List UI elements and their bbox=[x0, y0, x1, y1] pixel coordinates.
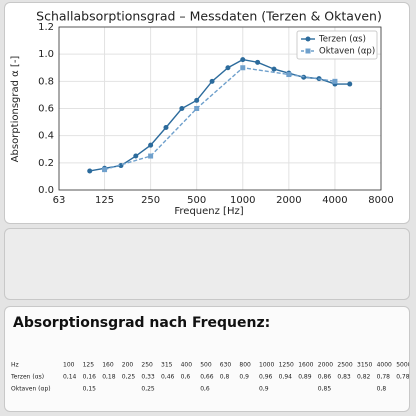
table-cell: 0,66 bbox=[200, 374, 214, 381]
x-axis-label: Frequenz [Hz] bbox=[174, 206, 243, 217]
marker bbox=[179, 106, 185, 111]
table-cell: 0,78 bbox=[377, 374, 391, 381]
marker bbox=[225, 65, 231, 71]
x-tick-label: 2000 bbox=[276, 195, 301, 206]
empty-panel bbox=[4, 228, 410, 300]
table-header-cell: 500 bbox=[200, 362, 212, 369]
legend-label: Terzen (αs) bbox=[318, 35, 366, 45]
y-tick-label: 0.0 bbox=[38, 185, 54, 196]
table-cell: 0,18 bbox=[102, 374, 116, 381]
table-header-cell: Hz bbox=[11, 362, 19, 369]
table-cell: 0,9 bbox=[239, 374, 249, 381]
table-header-cell: 100 bbox=[63, 362, 75, 369]
table-cell: 0,15 bbox=[83, 386, 97, 393]
table-cell: 0,86 bbox=[318, 374, 332, 381]
table-cell: 0,25 bbox=[122, 374, 136, 381]
table-title: Absorptionsgrad nach Frequenz: bbox=[13, 315, 271, 331]
x-tick-label: 125 bbox=[95, 195, 114, 206]
table-cell: 0,83 bbox=[337, 374, 351, 381]
chart-title: Schallabsorptionsgrad – Messdaten (Terze… bbox=[36, 9, 382, 24]
marker bbox=[102, 167, 108, 173]
table-cell: 0,46 bbox=[161, 374, 175, 381]
marker bbox=[240, 57, 246, 63]
table-header-cell: 4000 bbox=[377, 362, 392, 369]
table-cell: 0,14 bbox=[63, 374, 77, 381]
table-cell: 0,96 bbox=[259, 374, 273, 381]
legend-marker bbox=[305, 48, 311, 54]
table-cell: 0,8 bbox=[377, 386, 387, 393]
x-tick-label: 4000 bbox=[322, 195, 347, 206]
x-tick-label: 250 bbox=[141, 195, 160, 206]
table-cell: Oktaven (αp) bbox=[11, 386, 51, 393]
table-header-cell: 160 bbox=[102, 362, 114, 369]
table-cell: 0,89 bbox=[298, 374, 312, 381]
chart-card: Schallabsorptionsgrad – Messdaten (Terze… bbox=[4, 2, 410, 224]
table: Hz 100 125 160 200 250 315 400 500 630 800 1000 1250… bbox=[10, 362, 409, 393]
marker bbox=[133, 153, 139, 159]
y-tick-label: 0.6 bbox=[38, 104, 54, 115]
marker bbox=[87, 168, 93, 174]
table-header-cell: 200 bbox=[122, 362, 134, 369]
y-tick-label: 0.4 bbox=[38, 131, 54, 142]
chart: Schallabsorptionsgrad – Messdaten (Terze… bbox=[10, 9, 394, 218]
marker bbox=[347, 81, 353, 87]
marker bbox=[163, 125, 169, 131]
table-header-cell: 250 bbox=[141, 362, 153, 369]
table-cell: Terzen (αs) bbox=[10, 374, 44, 381]
table-cell: 0,33 bbox=[141, 374, 155, 381]
table-cell: 0,78 bbox=[396, 374, 409, 381]
marker bbox=[255, 59, 261, 65]
table-header-cell: 125 bbox=[83, 362, 95, 369]
table-cell: 0,82 bbox=[357, 374, 371, 381]
table-cell: 0,6 bbox=[200, 386, 210, 393]
marker bbox=[148, 142, 154, 148]
table-cell: 0,94 bbox=[279, 374, 293, 381]
table-header-cell: 2000 bbox=[318, 362, 333, 369]
table-cell: 0,8 bbox=[220, 374, 230, 381]
table-cell: 0,85 bbox=[318, 386, 332, 393]
y-tick-label: 1.0 bbox=[38, 49, 54, 60]
y-axis-label: Absorptionsgrad α [-] bbox=[10, 56, 21, 163]
marker bbox=[148, 153, 154, 159]
table-header-cell: 315 bbox=[161, 362, 173, 369]
x-tick-label: 500 bbox=[187, 195, 206, 206]
marker bbox=[209, 78, 215, 84]
marker bbox=[332, 78, 338, 84]
table-header-cell: 3150 bbox=[357, 362, 372, 369]
table-header-cell: 400 bbox=[181, 362, 193, 369]
legend-box bbox=[296, 30, 378, 60]
table-cell: 0,16 bbox=[83, 374, 97, 381]
table-cell: 0,9 bbox=[259, 386, 269, 393]
table-header-cell: 1250 bbox=[279, 362, 294, 369]
table-card: Absorptionsgrad nach Frequenz: Hz 100 125 1… bbox=[4, 306, 410, 412]
table-header-cell: 800 bbox=[239, 362, 251, 369]
x-tick-label: 1000 bbox=[230, 195, 255, 206]
marker bbox=[194, 97, 200, 103]
marker bbox=[271, 66, 277, 72]
table-header-cell: 1000 bbox=[259, 362, 274, 369]
y-tick-label: 0.2 bbox=[38, 158, 54, 169]
marker bbox=[286, 72, 292, 78]
series-line bbox=[104, 67, 336, 171]
table-header-cell: 2500 bbox=[337, 362, 352, 369]
table-header-cell: 1600 bbox=[298, 362, 313, 369]
marker bbox=[240, 65, 246, 71]
table-cell: 0,25 bbox=[141, 386, 155, 393]
x-tick-label: 63 bbox=[53, 195, 66, 206]
legend-label: Oktaven (αp) bbox=[319, 47, 375, 57]
plot-frame bbox=[58, 26, 382, 191]
y-tick-label: 1.2 bbox=[38, 22, 54, 33]
table-cell: 0,6 bbox=[181, 374, 191, 381]
series-line bbox=[89, 58, 350, 172]
table-header-cell: 5000 bbox=[396, 362, 409, 369]
marker bbox=[194, 106, 200, 111]
y-tick-label: 0.8 bbox=[38, 76, 54, 87]
table-header-cell: 630 bbox=[220, 362, 232, 369]
x-tick-label: 8000 bbox=[368, 195, 393, 206]
legend-marker bbox=[305, 36, 311, 42]
